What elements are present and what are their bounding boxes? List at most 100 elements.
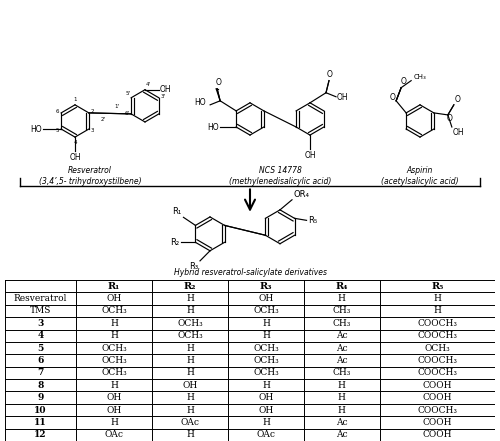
Text: COOCH₃: COOCH₃ (418, 368, 458, 377)
Text: 4': 4' (146, 82, 151, 87)
Text: OCH₃: OCH₃ (101, 344, 127, 353)
Text: H: H (110, 319, 118, 328)
Text: O: O (390, 93, 395, 102)
Text: OH: OH (182, 381, 198, 390)
Text: O: O (215, 78, 221, 87)
Text: R₃: R₃ (189, 262, 198, 271)
Text: OCH₃: OCH₃ (253, 306, 279, 315)
Text: R₁: R₁ (108, 282, 120, 291)
Text: Resveratrol: Resveratrol (14, 294, 67, 303)
Text: H: H (186, 306, 194, 315)
Text: 12: 12 (34, 430, 47, 439)
Text: COOCH₃: COOCH₃ (418, 331, 458, 340)
Text: H: H (338, 294, 346, 303)
Text: CH₃: CH₃ (332, 319, 351, 328)
Text: Resveratrol
(3,4’,5- trihydroxystilbene): Resveratrol (3,4’,5- trihydroxystilbene) (38, 166, 142, 186)
Text: H: H (186, 393, 194, 402)
Text: H: H (186, 430, 194, 439)
Text: R₂: R₂ (170, 238, 179, 247)
Text: R₅: R₅ (431, 282, 444, 291)
Text: HO: HO (208, 123, 219, 131)
Text: 1': 1' (114, 105, 119, 109)
Text: OAc: OAc (180, 418, 200, 427)
Text: HO: HO (30, 124, 42, 134)
Text: 5: 5 (56, 127, 59, 133)
Text: OCH₃: OCH₃ (101, 368, 127, 377)
Text: H: H (434, 306, 442, 315)
Text: OR₄: OR₄ (294, 190, 310, 199)
Text: H: H (186, 344, 194, 353)
Text: 9: 9 (38, 393, 44, 402)
Text: H: H (186, 406, 194, 415)
Text: 4: 4 (73, 140, 77, 145)
Text: Hybrid resveratrol-salicylate derivatives: Hybrid resveratrol-salicylate derivative… (174, 268, 326, 277)
Text: 5': 5' (125, 91, 130, 96)
Text: COOCH₃: COOCH₃ (418, 356, 458, 365)
Text: CH₃: CH₃ (413, 74, 426, 80)
Text: R₃: R₃ (260, 282, 272, 291)
Text: H: H (262, 319, 270, 328)
Text: 3: 3 (91, 127, 94, 133)
Text: 3: 3 (38, 319, 44, 328)
Text: 8: 8 (38, 381, 44, 390)
Text: OAc: OAc (104, 430, 124, 439)
Text: 6': 6' (124, 112, 129, 116)
Text: OCH₃: OCH₃ (101, 356, 127, 365)
Text: Ac: Ac (336, 356, 347, 365)
Text: Ac: Ac (336, 430, 347, 439)
Text: H: H (110, 418, 118, 427)
Text: OH: OH (304, 151, 316, 160)
Text: COOH: COOH (422, 393, 452, 402)
Text: O: O (327, 70, 333, 78)
Text: R₂: R₂ (184, 282, 196, 291)
Text: OAc: OAc (256, 430, 276, 439)
Text: OCH₃: OCH₃ (177, 319, 203, 328)
Text: H: H (434, 294, 442, 303)
Text: O: O (447, 114, 452, 123)
Text: CH₃: CH₃ (332, 306, 351, 315)
Text: OCH₃: OCH₃ (253, 356, 279, 365)
Text: OH: OH (258, 294, 274, 303)
Text: COOH: COOH (422, 430, 452, 439)
Text: Ac: Ac (336, 418, 347, 427)
Text: 7: 7 (38, 368, 44, 377)
Text: H: H (338, 393, 346, 402)
Text: OCH₃: OCH₃ (177, 331, 203, 340)
Text: COOCH₃: COOCH₃ (418, 319, 458, 328)
Text: OH: OH (106, 393, 122, 402)
Text: H: H (262, 418, 270, 427)
Text: H: H (186, 356, 194, 365)
Text: OCH₃: OCH₃ (253, 344, 279, 353)
Text: 11: 11 (34, 418, 47, 427)
Text: COOH: COOH (422, 418, 452, 427)
Text: H: H (110, 381, 118, 390)
Text: 1: 1 (73, 97, 77, 102)
Text: OH: OH (453, 128, 464, 137)
Text: R₅: R₅ (308, 216, 318, 225)
Text: COOH: COOH (422, 381, 452, 390)
Text: OCH₃: OCH₃ (253, 368, 279, 377)
Text: 2: 2 (91, 109, 94, 114)
Text: 10: 10 (34, 406, 47, 415)
Text: Ac: Ac (336, 344, 347, 353)
Text: COOCH₃: COOCH₃ (418, 406, 458, 415)
Text: OH: OH (160, 85, 172, 94)
Text: Ac: Ac (336, 331, 347, 340)
Text: OCH₃: OCH₃ (101, 306, 127, 315)
Text: H: H (186, 294, 194, 303)
Text: OH: OH (69, 153, 81, 162)
Text: 5: 5 (38, 344, 44, 353)
Text: H: H (338, 381, 346, 390)
Text: OCH₃: OCH₃ (424, 344, 450, 353)
Text: OH: OH (106, 294, 122, 303)
Text: Aspirin
(acetylsalicylic acid): Aspirin (acetylsalicylic acid) (381, 166, 459, 186)
Text: 6: 6 (38, 356, 44, 365)
Text: H: H (186, 368, 194, 377)
Text: H: H (262, 331, 270, 340)
Text: OH: OH (258, 393, 274, 402)
Text: H: H (262, 381, 270, 390)
Text: TMS: TMS (30, 306, 51, 315)
Text: 4: 4 (38, 331, 44, 340)
Text: OH: OH (258, 406, 274, 415)
Text: R₄: R₄ (336, 282, 348, 291)
